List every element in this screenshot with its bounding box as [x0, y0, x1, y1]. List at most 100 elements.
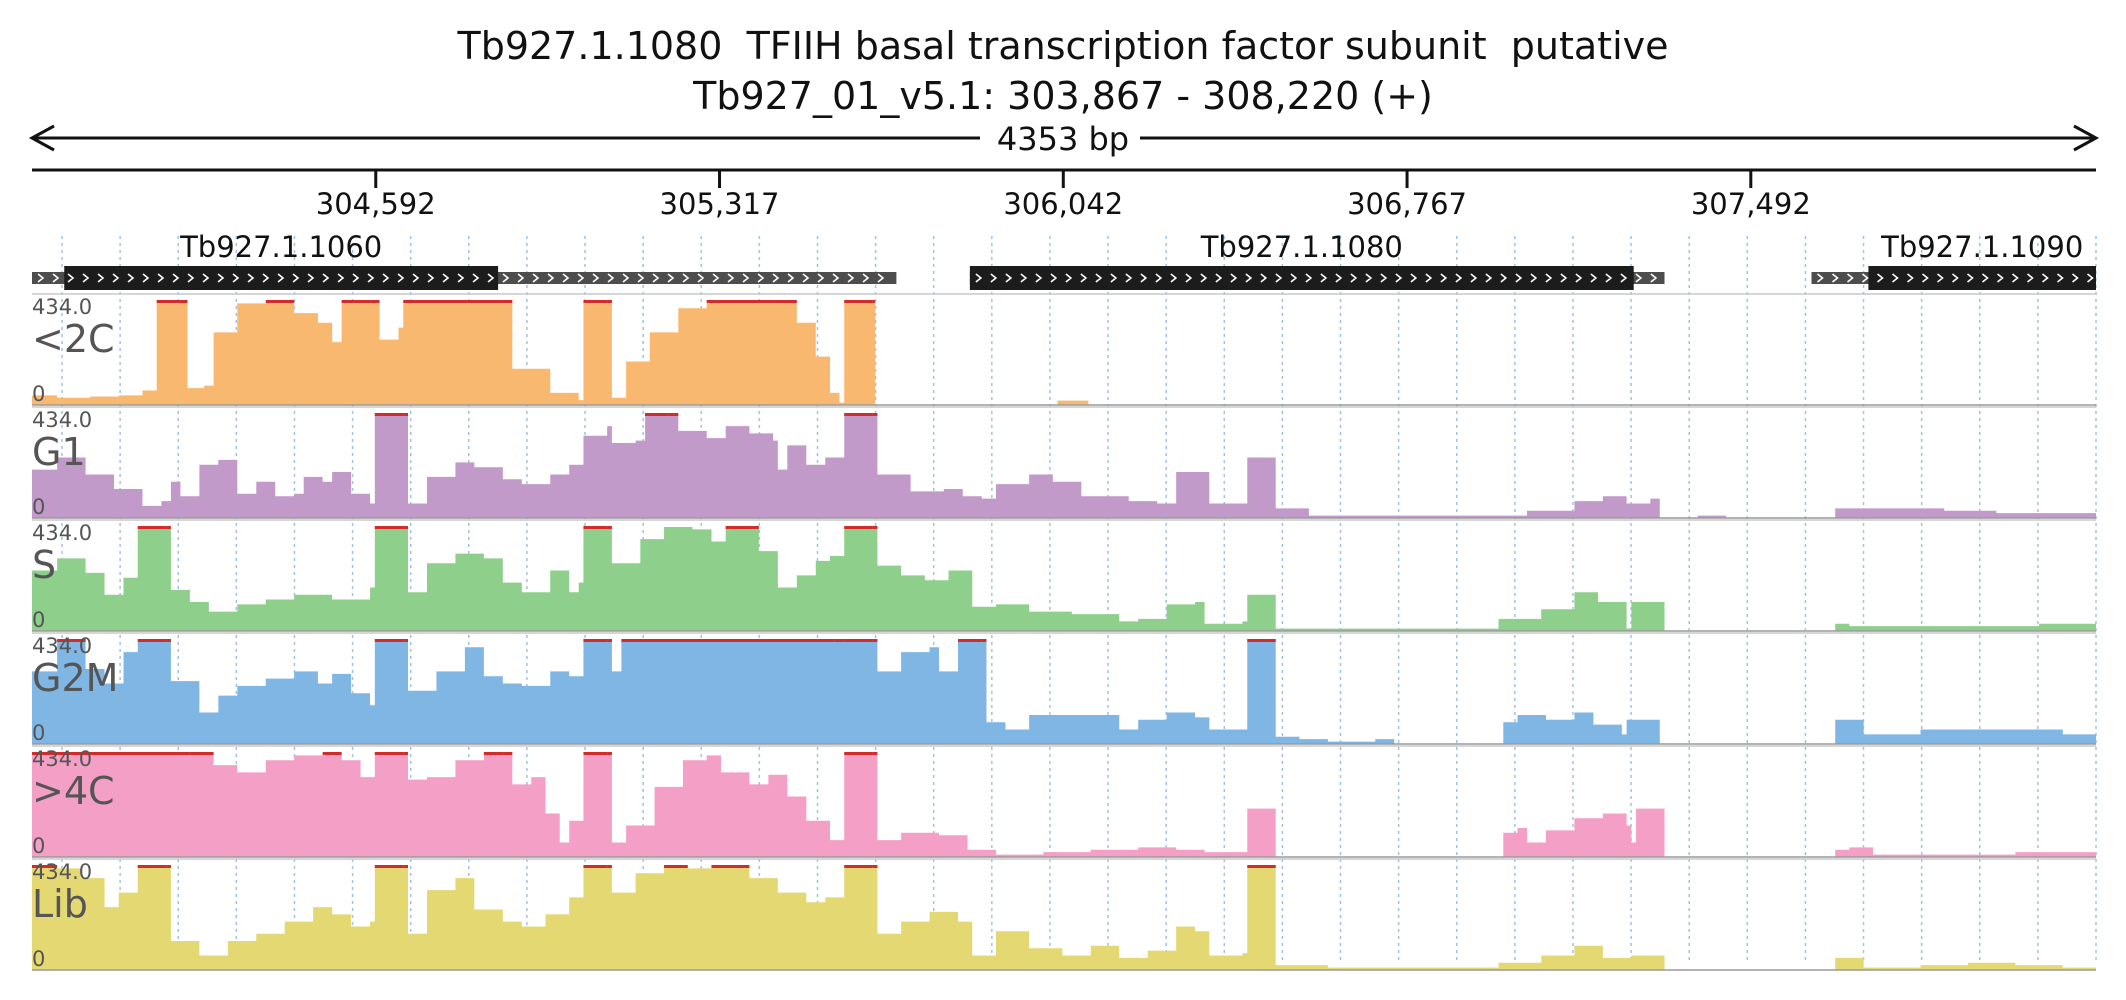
clip-marker — [583, 639, 608, 642]
clip-marker — [374, 752, 404, 755]
track-ymin-label: 0 — [32, 495, 45, 519]
track-ymax-label: 434.0 — [32, 408, 92, 432]
track-g2m: 434.0 0 G2M — [32, 632, 2096, 745]
span-ruler: 4353 bp — [28, 120, 2100, 158]
clip-marker — [1270, 865, 1276, 868]
chart-title: Tb927.1.1080 TFIIH basal transcription f… — [457, 24, 1669, 68]
coverage-area — [32, 413, 2096, 518]
clip-marker — [403, 752, 409, 755]
clip-marker — [502, 752, 513, 755]
track-ymin-label: 0 — [32, 608, 45, 632]
coverage-area — [32, 300, 2096, 405]
gene-cds-bar — [1868, 266, 2096, 290]
gene-label: Tb927.1.1060 — [179, 230, 382, 264]
clip-marker — [583, 752, 608, 755]
coverage-tracks: 434.00<2C434.00G1434.00S434.00G2M434.00>… — [32, 293, 2096, 971]
clip-marker — [607, 865, 612, 868]
clip-marker — [872, 413, 878, 416]
axis-tick-label: 304,592 — [316, 187, 436, 221]
axis-tick-label: 306,767 — [1347, 187, 1467, 221]
track-ymin-label: 0 — [32, 834, 45, 858]
gene-label: Tb927.1.1080 — [1200, 230, 1403, 264]
track-ymax-label: 434.0 — [32, 634, 92, 658]
track-name-label: G2M — [32, 656, 118, 700]
clip-marker — [844, 526, 873, 529]
track-name-label: S — [32, 543, 56, 587]
clip-marker — [1247, 639, 1271, 642]
clip-marker — [621, 639, 835, 642]
clip-marker — [374, 639, 404, 642]
clip-marker — [403, 526, 409, 529]
axis-tick-label: 305,317 — [660, 187, 780, 221]
clip-marker — [502, 300, 513, 303]
position-axis: 304,592 305,317 306,042 306,767 307,492 — [32, 168, 2096, 221]
clip-marker — [872, 752, 878, 755]
clip-marker — [668, 413, 679, 416]
clip-marker — [374, 865, 404, 868]
clip-marker — [1270, 639, 1276, 642]
clip-marker — [403, 300, 503, 303]
clip-marker — [403, 865, 409, 868]
clip-marker — [374, 526, 404, 529]
clip-marker — [403, 413, 409, 416]
clip-marker — [664, 865, 688, 868]
track-ymin-label: 0 — [32, 947, 45, 971]
axis-tick-label: 306,042 — [1003, 187, 1123, 221]
clip-marker — [844, 300, 873, 303]
clip-marker — [844, 413, 873, 416]
clip-marker — [711, 865, 750, 868]
clip-marker — [57, 639, 86, 642]
clip-marker — [725, 526, 750, 529]
clip-marker — [958, 639, 982, 642]
track-g1: 434.0 0 G1 — [32, 406, 2096, 519]
track-ymin-label: 0 — [32, 382, 45, 406]
clip-marker — [370, 300, 380, 303]
clip-marker — [32, 865, 58, 868]
clip-marker — [166, 639, 171, 642]
clip-marker — [844, 752, 873, 755]
track-ymax-label: 434.0 — [32, 747, 92, 771]
coverage-area — [32, 865, 2096, 970]
track-ymax-label: 434.0 — [32, 860, 92, 884]
gene-cds-bar — [969, 266, 1634, 290]
clip-marker — [583, 300, 608, 303]
track-ymin-label: 0 — [32, 721, 45, 745]
clip-marker — [166, 526, 171, 529]
clip-marker — [1247, 865, 1271, 868]
clip-marker — [137, 526, 167, 529]
track-s: 434.0 0 S — [32, 519, 2096, 632]
clip-marker — [607, 300, 612, 303]
clip-marker — [706, 300, 774, 303]
clip-marker — [844, 865, 873, 868]
clip-marker — [322, 752, 342, 755]
clip-marker — [403, 639, 409, 642]
clip-marker — [137, 865, 167, 868]
track-gt4c: 434.0 0 >4C — [32, 745, 2096, 858]
clip-marker — [265, 300, 295, 303]
axis-tick-label: 307,492 — [1691, 187, 1811, 221]
clip-marker — [645, 413, 669, 416]
clip-marker — [773, 300, 797, 303]
clip-marker — [872, 639, 878, 642]
clip-marker — [607, 752, 612, 755]
clip-marker — [834, 639, 845, 642]
span-arrow-left — [28, 124, 55, 152]
clip-marker — [166, 865, 171, 868]
clip-marker — [32, 752, 190, 755]
clip-marker — [483, 752, 503, 755]
strand-chevrons — [975, 273, 1658, 283]
track-name-label: >4C — [32, 769, 115, 813]
clip-marker — [844, 639, 873, 642]
clip-marker — [607, 639, 612, 642]
strand-chevrons — [1817, 273, 2094, 283]
clip-marker — [749, 526, 759, 529]
track-name-label: Lib — [32, 882, 88, 926]
track-lib: 434.0 0 Lib — [32, 858, 2096, 971]
track-name-label: <2C — [32, 317, 115, 361]
track-name-label: G1 — [32, 430, 86, 474]
gene-cds-bar — [64, 266, 499, 290]
strand-chevrons — [37, 273, 885, 283]
gene-track: Tb927.1.1060 Tb927.1.1080 Tb927.1.1090 — [32, 230, 2096, 290]
coverage-area — [32, 752, 2096, 857]
